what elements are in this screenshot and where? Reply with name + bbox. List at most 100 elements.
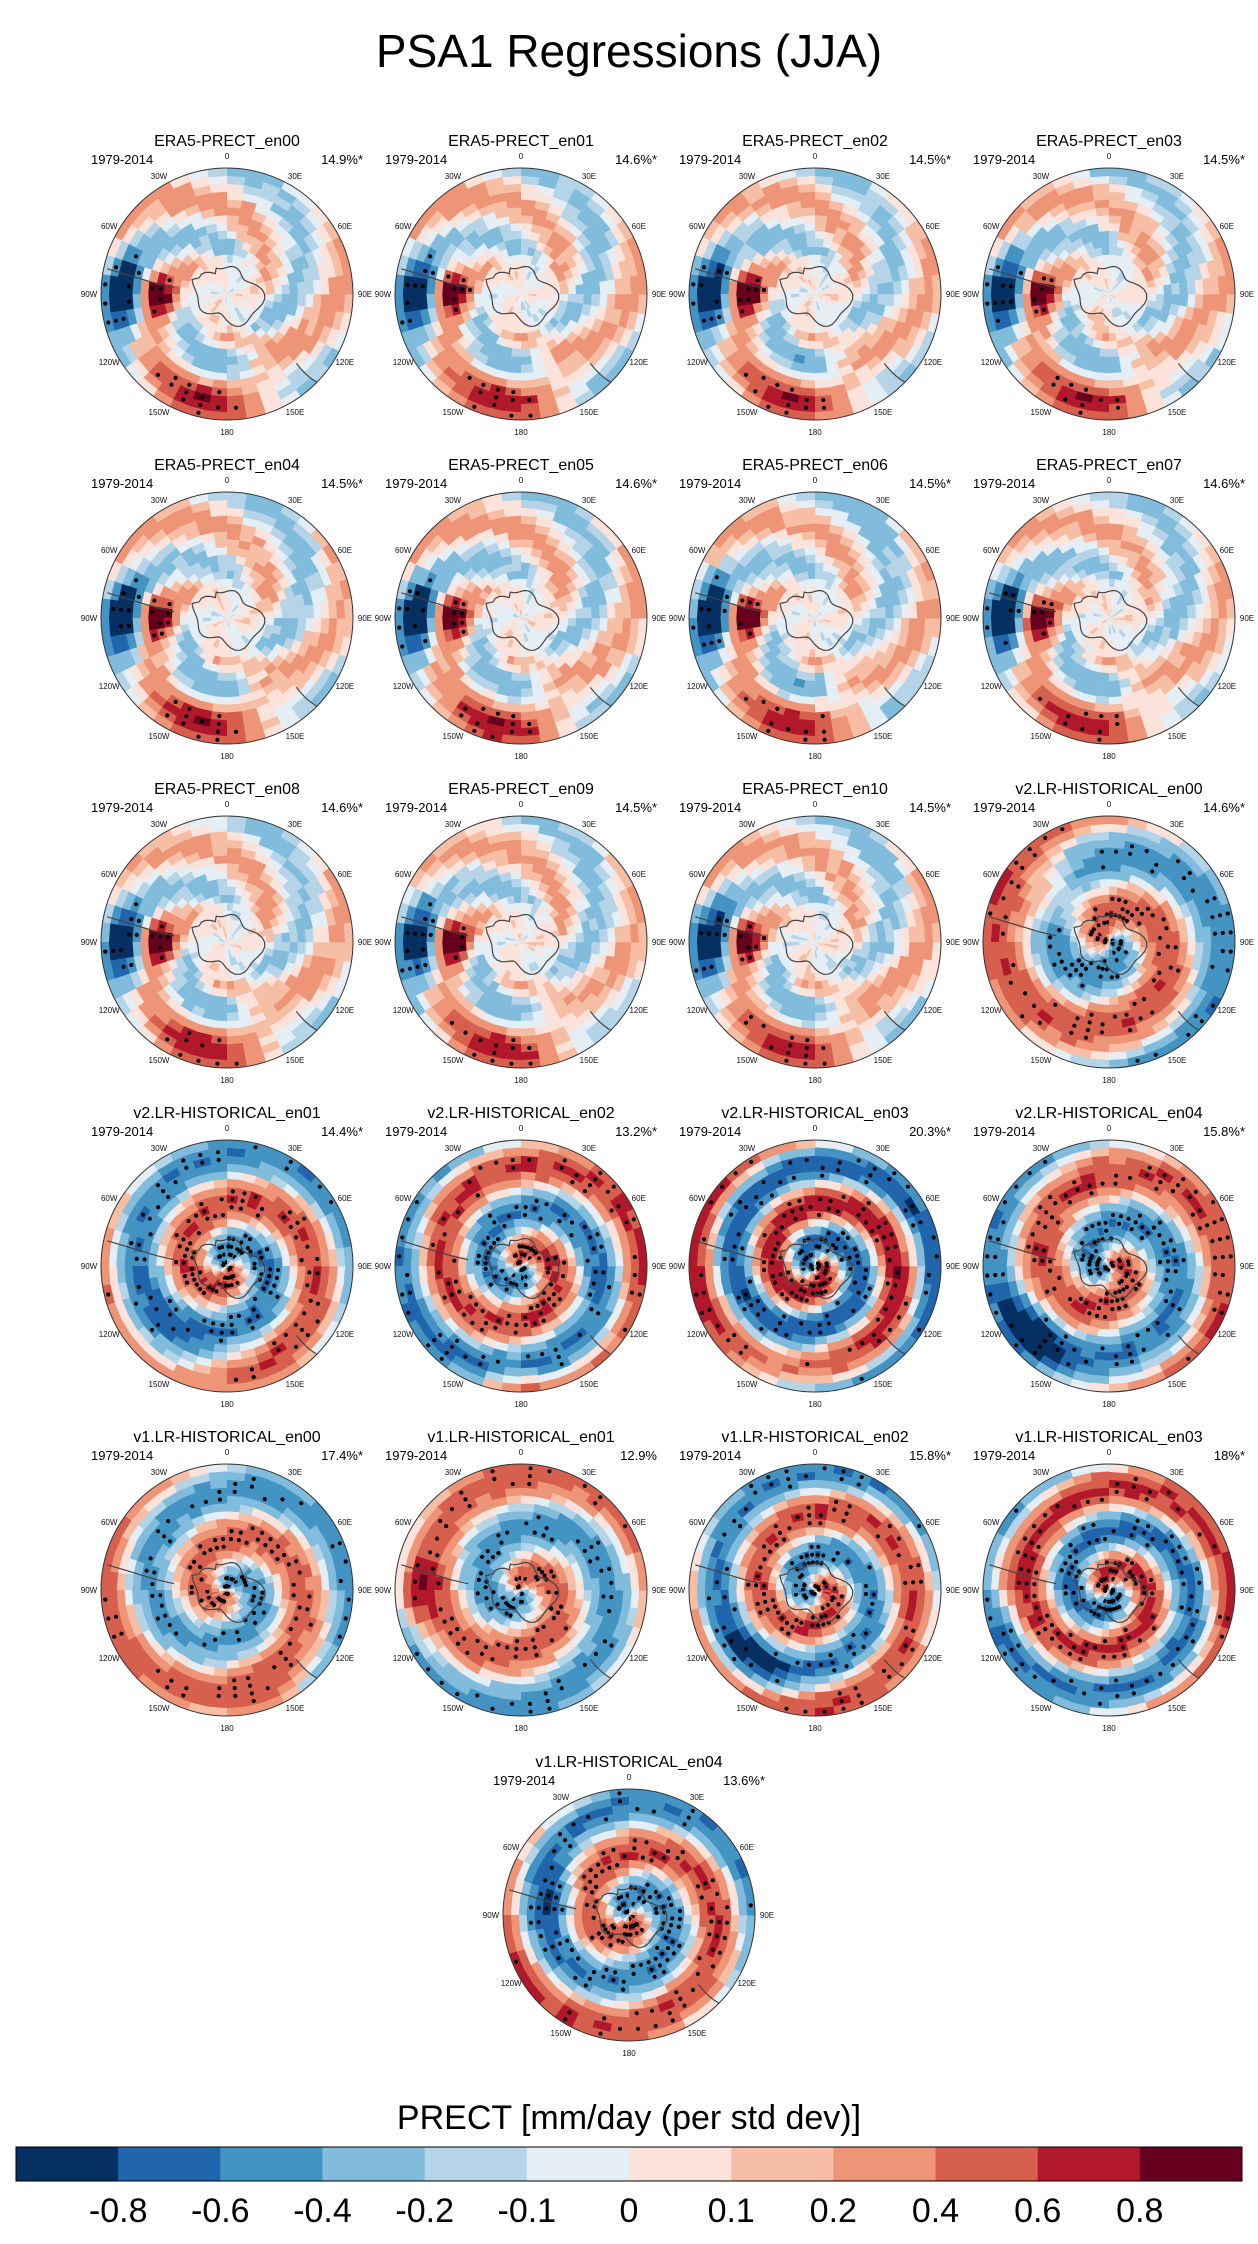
grid-cell [1200,325,1215,345]
grid-cell [135,881,151,900]
grid-cell [176,986,190,1000]
grid-cell [809,618,815,625]
grid-cell [814,410,835,420]
grid-cell [258,512,278,527]
grid-cell [881,545,899,563]
grid-cell [215,680,227,690]
grid-cell [562,553,578,569]
grid-cell [770,242,783,255]
grid-cell [747,585,759,599]
grid-cell [815,294,821,301]
grid-cell [1170,344,1186,362]
grid-cell [235,879,247,890]
grid-cell [226,395,245,405]
grid-cell [181,306,192,316]
grid-cell [477,695,495,709]
significance-dot [1003,640,1008,645]
grid-cell [226,988,236,998]
grid-cell [1036,534,1054,552]
grid-cell [803,623,811,632]
grid-cell [796,256,806,266]
grid-cell [181,920,192,930]
grid-cell [859,301,870,312]
grid-cell [171,857,188,872]
grid-cell [492,923,502,932]
grid-cell [545,364,561,377]
grid-cell [765,315,777,327]
grid-cell [1130,218,1146,231]
grid-cell [525,595,532,604]
grid-cell [1217,599,1228,619]
grid-cell [591,562,606,579]
grid-cell [501,951,510,960]
grid-cell [1101,289,1109,294]
grid-cell [161,843,181,860]
grid-cell [712,528,732,549]
grid-cell [878,639,891,655]
grid-cell [496,685,510,697]
grid-cell [121,973,136,993]
grid-cell [212,297,221,304]
grid-cell [149,668,166,686]
significance-dot [423,638,428,644]
grid-cell [1202,294,1212,311]
grid-cell [474,520,493,534]
grid-cell [539,169,561,182]
grid-cell [1159,217,1177,233]
grid-cell [1006,204,1026,225]
grid-cell [1108,340,1118,350]
grid-cell [513,270,519,279]
longitude-label: 120E [335,1006,354,1015]
grid-cell [471,639,483,651]
grid-cell [411,309,424,329]
grid-cell [165,349,181,365]
grid-cell [263,821,285,837]
grid-cell [242,294,252,298]
grid-cell [815,562,824,572]
grid-cell [831,343,844,355]
grid-cell [996,347,1014,369]
grid-cell [1071,338,1084,351]
grid-cell [528,942,538,945]
grid-cell [887,215,905,235]
grid-cell [169,723,191,739]
grid-cell [782,550,796,562]
grid-cell [481,651,494,663]
grid-cell [779,632,790,642]
grid-cell [1109,613,1117,618]
grid-cell [219,625,225,634]
grid-cell [505,703,521,713]
grid-cell [848,392,869,407]
grid-cell [465,209,482,224]
grid-cell [192,508,212,521]
grid-cell [227,939,236,942]
grid-cell [759,229,774,244]
grid-cell [1076,568,1088,580]
grid-cell [518,285,521,294]
grid-cell [176,236,191,250]
grid-cell [1032,550,1048,568]
grid-cell [795,303,804,312]
grid-cell [1144,216,1161,231]
grid-cell [535,931,544,938]
grid-cell [554,645,566,658]
significance-dot [995,318,1001,323]
grid-cell [1179,642,1192,658]
grid-cell [124,852,144,873]
longitude-label: 0 [813,476,818,485]
grid-cell [1063,272,1074,282]
grid-cell [506,920,514,930]
grid-cell [189,599,199,609]
grid-cell [773,230,787,243]
grid-cell [264,884,278,898]
grid-cell [148,1014,167,1032]
grid-cell [284,895,298,911]
grid-cell [217,300,224,309]
grid-cell [536,290,546,295]
grid-cell [430,250,444,268]
grid-cell [720,278,730,294]
grid-cell [731,521,751,540]
grid-cell [533,625,543,633]
grid-cell [567,349,583,365]
grid-cell [248,357,263,370]
